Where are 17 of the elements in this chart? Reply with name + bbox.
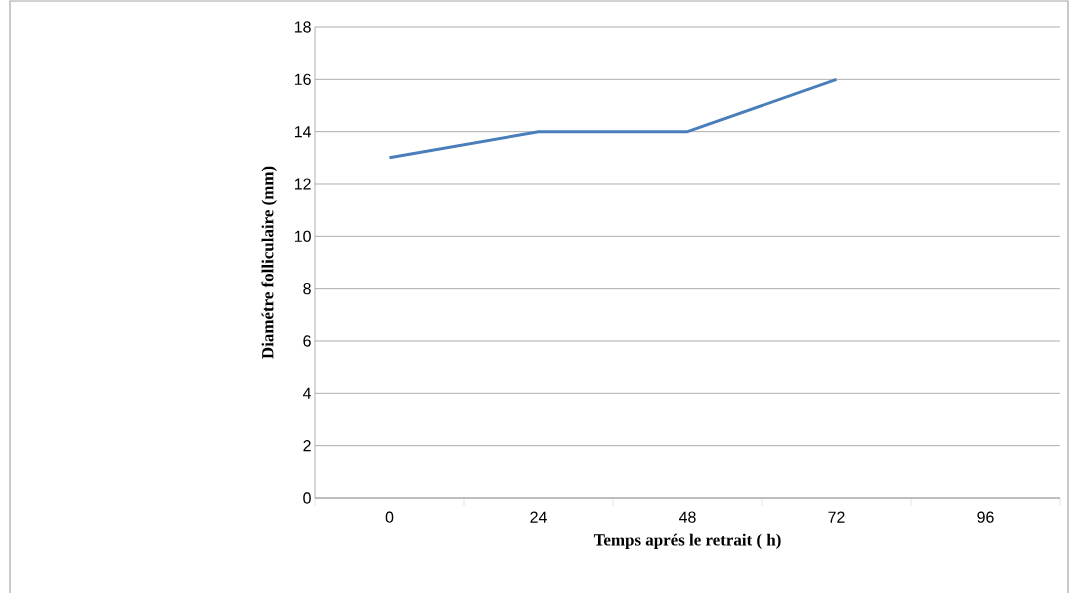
y-tick-label: 8 (303, 283, 311, 295)
x-axis-title: Temps aprés le retrait ( h) (593, 533, 781, 550)
x-tick-label: 96 (977, 511, 994, 523)
y-tick-label: 10 (294, 230, 311, 242)
x-tick-label: 0 (385, 511, 394, 523)
y-tick-label: 0 (303, 492, 311, 504)
y-tick-label: 2 (303, 440, 311, 452)
y-tick-label: 12 (294, 178, 311, 190)
y-tick-label: 16 (294, 73, 311, 85)
y-axis-title: Diamétre folliculaire (mm) (261, 166, 277, 359)
y-tick-label: 14 (294, 126, 312, 138)
x-tick-label: 48 (679, 511, 696, 523)
y-tick-label: 18 (294, 21, 311, 33)
x-tick-label: 24 (530, 511, 547, 523)
x-tick-label: 72 (828, 511, 845, 523)
y-tick-label: 6 (303, 335, 311, 347)
y-tick-label: 4 (302, 387, 312, 399)
